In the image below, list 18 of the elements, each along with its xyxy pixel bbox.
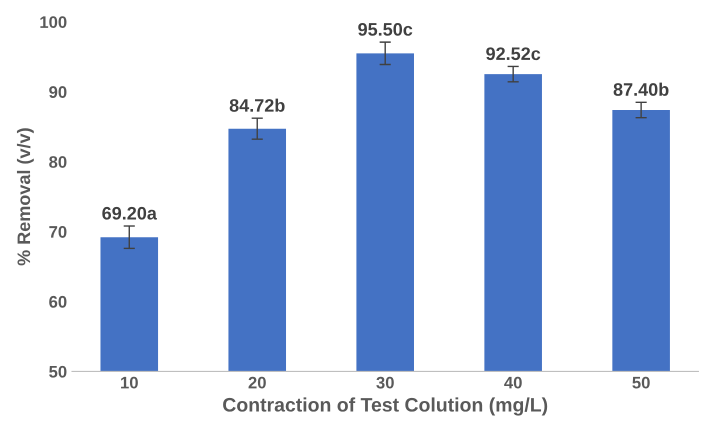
data-label: 92.52c	[486, 47, 540, 60]
y-axis-title: % Removal (v/v)	[16, 128, 34, 266]
x-axis-title: Contraction of Test Colution (mg/L)	[223, 397, 548, 416]
x-tick-label: 50	[632, 376, 650, 389]
x-tick-label: 40	[504, 376, 522, 389]
y-tick-label: 80	[49, 156, 66, 168]
data-label: 95.50c	[358, 22, 412, 36]
x-tick-label: 30	[376, 376, 394, 389]
y-tick-label: 50	[49, 366, 66, 378]
y-tick-label: 100	[40, 16, 66, 28]
y-tick-label: 70	[49, 226, 66, 238]
data-label: 84.72b	[230, 98, 285, 112]
x-tick-label: 20	[248, 376, 266, 389]
data-label: 87.40b	[614, 82, 669, 96]
data-label: 69.20a	[102, 206, 157, 220]
y-tick-label: 60	[49, 296, 66, 308]
y-tick-label: 90	[49, 86, 66, 98]
x-tick-label: 10	[121, 376, 138, 389]
